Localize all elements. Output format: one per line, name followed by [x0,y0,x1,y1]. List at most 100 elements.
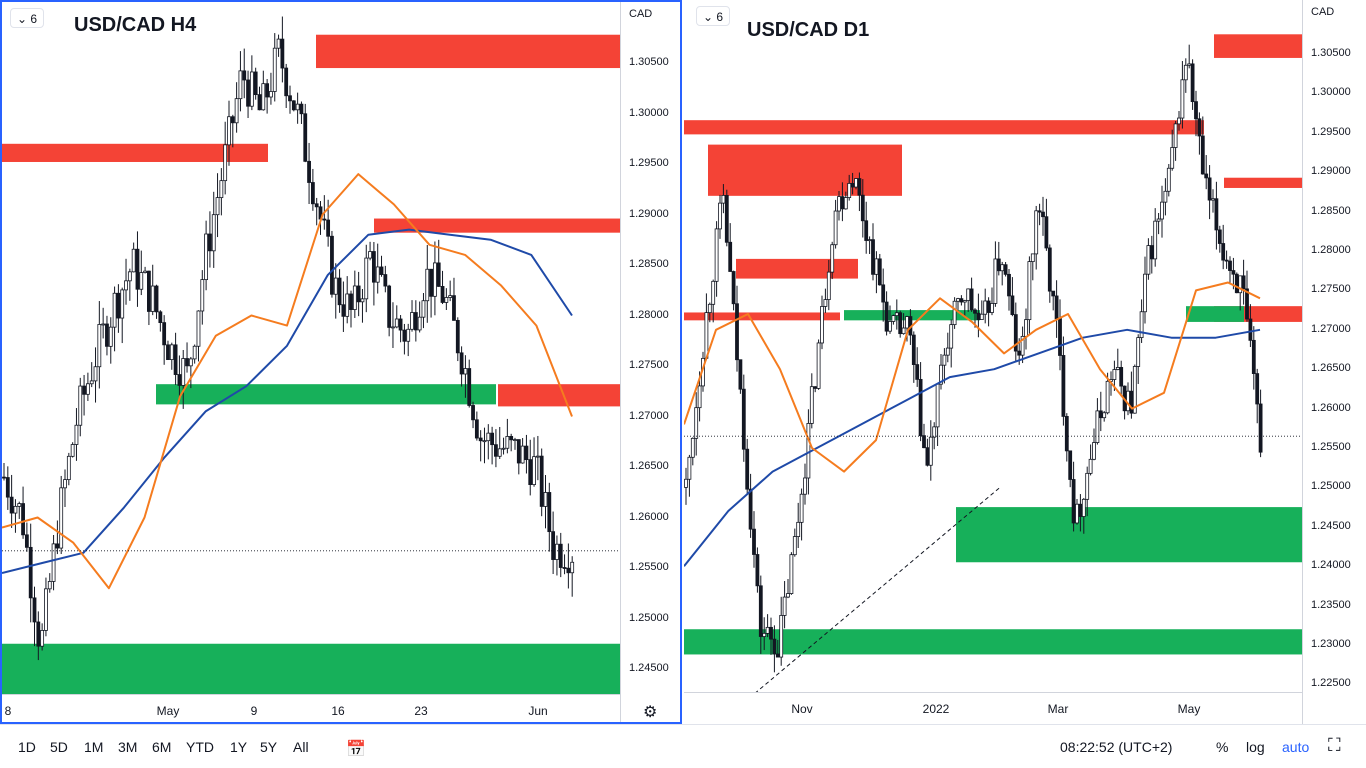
candle-body [379,266,384,275]
candle-body [1180,79,1185,119]
candle-body [425,268,430,302]
date-range-icon[interactable]: 📅 [346,741,366,758]
candle-body [993,258,998,304]
candle-body [82,385,86,395]
timeframe-button[interactable]: 1Y [230,739,248,755]
auto-toggle[interactable]: auto [1282,739,1310,755]
chart-pane-right[interactable]: ⌄ 6 USD/CAD D1 CAD 1.30500 1.30000 1.29500… [684,0,1366,724]
price-tick-label: 1.27500 [629,359,669,371]
timeframe-button[interactable]: 5D [50,739,68,755]
candle-body [857,178,862,196]
price-axis-right[interactable]: CAD 1.30500 1.30000 1.29500 1.29000 1.28500 1… [1302,0,1364,724]
chart-title-left: USD/CAD H4 [74,14,197,36]
candle-body [528,459,533,485]
candle-body [1231,270,1236,275]
candle-body [809,386,814,424]
candle-body [1119,367,1124,387]
candle-body [440,286,445,303]
time-axis-line-left [2,694,620,695]
candle-body [724,195,729,243]
candle-body [509,436,514,441]
log-toggle[interactable]: log [1246,739,1265,755]
supply-zone [684,312,840,321]
chart-plot-right[interactable] [684,0,1302,692]
candle-body [368,251,372,259]
timeframe-button[interactable]: All [293,739,309,755]
indicator-toggle-right[interactable]: ⌄ 6 [696,6,731,26]
candle-body [952,300,957,326]
candle-body [905,316,909,329]
percent-toggle[interactable]: % [1216,739,1229,755]
clock-readout[interactable]: 08:22:52 (UTC+2) [1060,739,1173,755]
candle-body [333,277,338,295]
indicator-toggle-left[interactable]: ⌄ 6 [10,8,45,28]
candle-body [891,315,896,322]
demand-zone [2,643,620,694]
candle-body [806,423,811,479]
candle-body [467,368,472,406]
candle-body [272,47,277,92]
candle-body [979,313,984,320]
time-tick-label: Nov [791,702,813,716]
timeframe-button[interactable]: 1D [18,739,36,755]
candle-body [1190,63,1195,103]
candle-body [1251,339,1256,375]
candle-body [486,432,491,442]
candle-body [310,182,315,205]
candle-body [185,358,189,367]
candle-body [949,324,954,349]
price-tick-label: 1.26000 [1311,401,1351,414]
candle-body [714,228,719,282]
candle-body [1194,101,1198,120]
candle-body [1183,64,1188,81]
candle-body [413,312,418,331]
candle-body [1054,295,1059,319]
candle-body [257,94,262,111]
candle-body [127,271,132,282]
price-axis-left[interactable]: CAD 1.30500 1.30000 1.29500 1.29000 1.28500 1… [620,2,682,722]
candle-body [792,536,797,556]
candle-body [345,293,350,317]
candle-body [326,219,331,237]
chart-pane-left[interactable]: ⌄ 6 USD/CAD H4 CAD 1.30500 1.30000 1.29500… [0,0,682,724]
candle-body [1173,123,1178,148]
trend-line [755,487,1001,692]
price-tick-label: 1.25000 [1311,480,1351,493]
candle-body [322,218,327,221]
fullscreen-icon[interactable]: ⛶ [1328,735,1341,755]
candle-body [139,272,144,290]
candle-body [471,405,475,421]
supply-zone [708,144,902,196]
demand-zone [684,629,1302,655]
price-tick-label: 1.25500 [629,561,669,573]
timeframe-button[interactable]: 5Y [260,739,278,755]
candle-body [1136,337,1141,367]
candle-body [124,280,128,291]
timeframe-button[interactable]: 6M [152,739,172,755]
candle-body [1058,318,1062,356]
demand-zone [156,384,496,405]
candle-body [684,478,688,488]
time-tick-label: 9 [250,704,258,718]
candle-body [745,448,750,490]
candle-body [1000,264,1005,272]
candle-body [775,653,780,658]
candle-body [1105,380,1110,414]
price-tick-label: 1.29500 [1311,125,1351,138]
time-axis-line-right [684,692,1302,693]
ema-fast-line [2,173,573,590]
price-tick-label: 1.26500 [1311,362,1351,375]
candle-body [276,38,281,49]
candle-body [813,386,818,389]
candle-body [482,440,487,443]
candle-body [116,292,121,319]
candle-body [1197,118,1202,137]
candle-body [772,638,777,655]
chart-plot-left[interactable] [2,2,620,694]
candle-body [1129,390,1134,414]
timeframe-button[interactable]: 1M [84,739,104,755]
settings-gear-icon[interactable]: ⚙ [643,704,658,721]
timeframe-button[interactable]: YTD [186,739,214,755]
candle-body [227,116,231,146]
timeframe-button[interactable]: 3M [118,739,138,755]
